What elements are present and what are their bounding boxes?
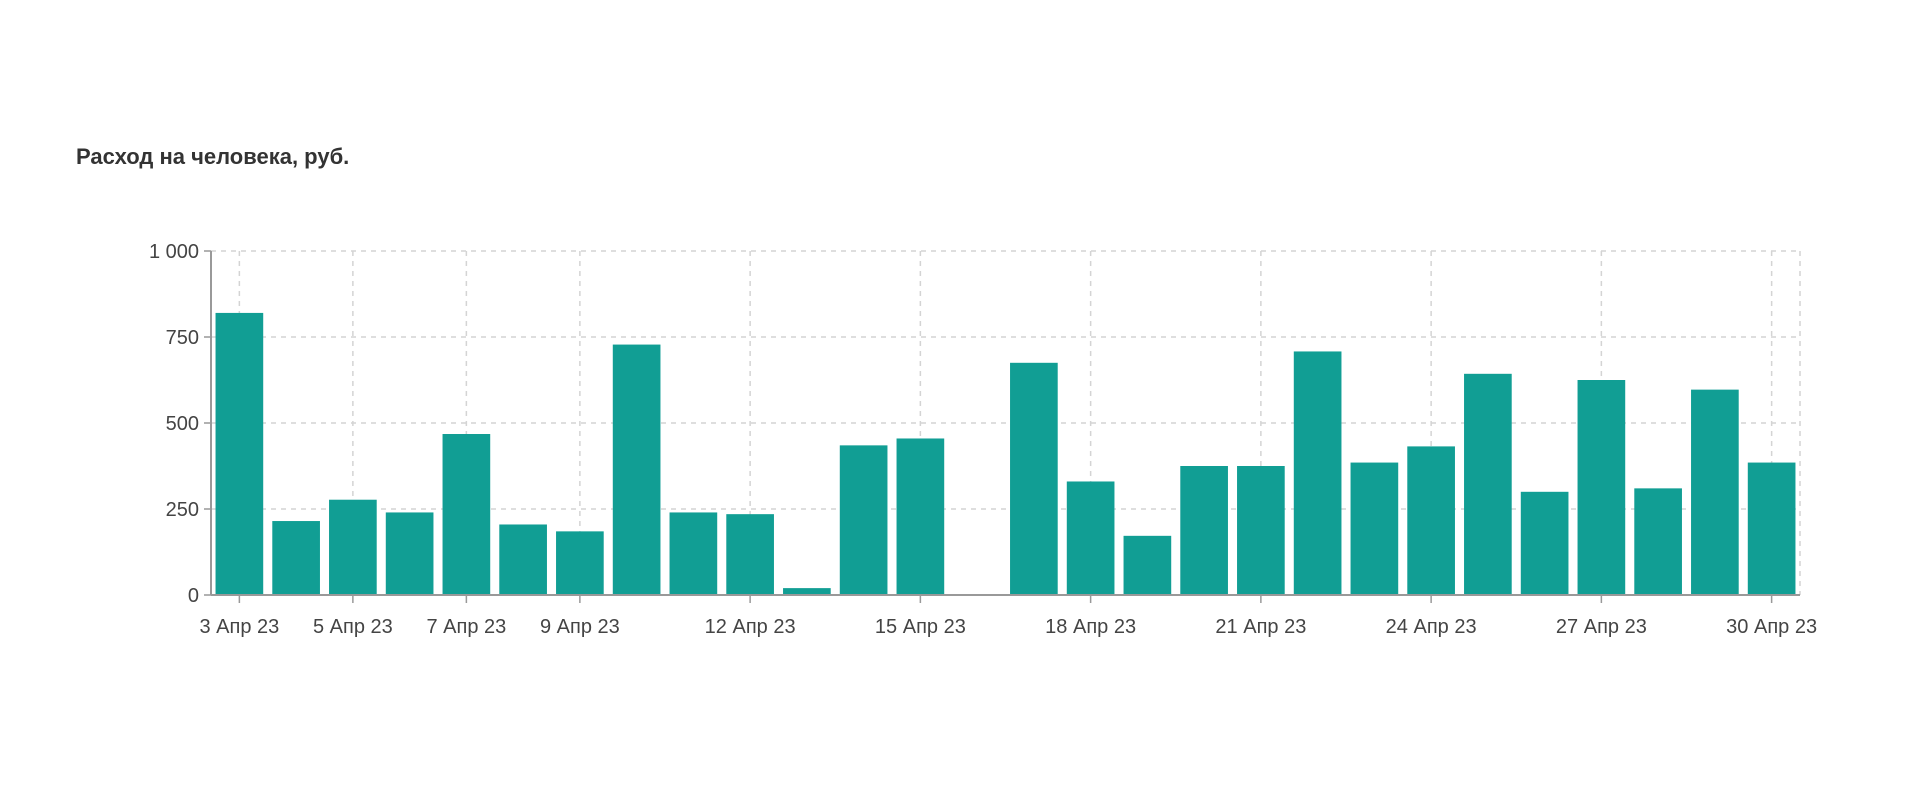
bar bbox=[1464, 373, 1512, 595]
bars bbox=[215, 312, 1796, 595]
y-tick-label: 1 000 bbox=[149, 241, 199, 263]
bar bbox=[272, 521, 320, 595]
bar bbox=[669, 512, 718, 595]
y-tick-label: 0 bbox=[188, 585, 199, 607]
y-tick-label: 250 bbox=[166, 499, 199, 521]
x-tick-label: 9 Апр 23 bbox=[540, 616, 620, 638]
axes bbox=[204, 250, 1800, 603]
bar bbox=[1520, 491, 1569, 595]
x-tick-label: 30 Апр 23 bbox=[1726, 616, 1817, 638]
bar bbox=[1747, 462, 1796, 595]
x-tick-label: 5 Апр 23 bbox=[313, 616, 393, 638]
x-tick-label: 18 Апр 23 bbox=[1045, 616, 1136, 638]
x-tick-label: 12 Апр 23 bbox=[705, 616, 796, 638]
bar bbox=[385, 512, 434, 595]
bar bbox=[499, 524, 547, 595]
bar bbox=[1293, 351, 1342, 595]
chart-title: Расход на человека, руб. bbox=[76, 144, 350, 169]
bar bbox=[1577, 380, 1626, 595]
bar bbox=[896, 438, 945, 595]
x-tick-label: 15 Апр 23 bbox=[875, 616, 966, 638]
bar bbox=[1180, 466, 1228, 595]
bar bbox=[1123, 535, 1172, 595]
bar bbox=[1407, 446, 1455, 595]
bar bbox=[215, 312, 264, 595]
bar bbox=[1634, 488, 1682, 595]
bar bbox=[839, 445, 888, 595]
bar bbox=[612, 344, 661, 595]
bar bbox=[556, 531, 604, 595]
y-axis-labels: 0 250 500 750 1 000 bbox=[149, 241, 199, 607]
x-tick-label: 27 Апр 23 bbox=[1556, 616, 1647, 638]
y-tick-label: 500 bbox=[166, 413, 199, 435]
bar bbox=[1237, 466, 1285, 595]
bar bbox=[1066, 481, 1115, 595]
x-tick-label: 3 Апр 23 bbox=[199, 616, 279, 638]
bar bbox=[329, 499, 377, 595]
bar bbox=[726, 514, 774, 595]
x-axis-labels: 3 Апр 23 5 Апр 23 7 Апр 23 9 Апр 23 12 Апр 2… bbox=[199, 616, 1817, 638]
y-tick-label: 750 bbox=[166, 327, 199, 349]
bar bbox=[1010, 362, 1058, 595]
x-tick-label: 7 Апр 23 bbox=[426, 616, 506, 638]
bar bbox=[442, 434, 491, 595]
x-tick-label: 21 Апр 23 bbox=[1215, 616, 1306, 638]
bar bbox=[783, 588, 831, 595]
bar bbox=[1691, 389, 1739, 595]
x-tick-label: 24 Апр 23 bbox=[1386, 616, 1477, 638]
bar bbox=[1350, 462, 1399, 595]
